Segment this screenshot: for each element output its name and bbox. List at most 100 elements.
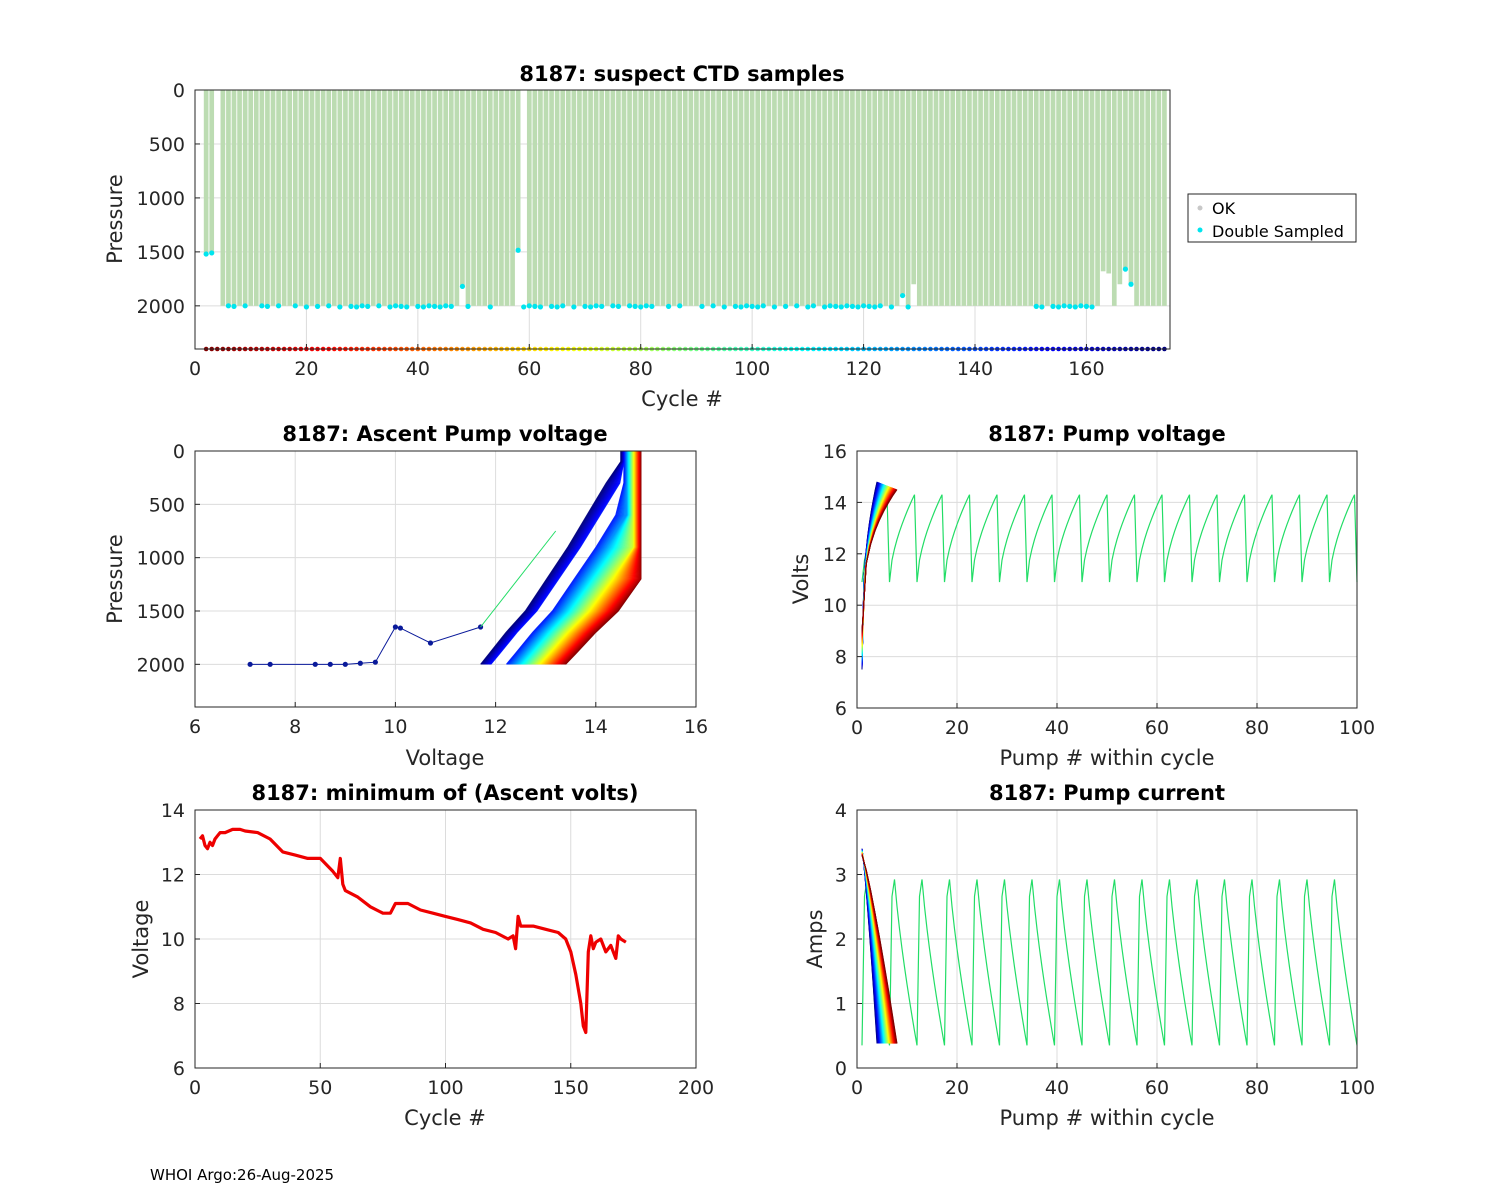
suspect-bar	[1006, 90, 1011, 306]
suspect-bar	[554, 90, 560, 306]
suspect-bar	[599, 90, 605, 306]
suspect-double-point	[326, 303, 332, 309]
suspect-bar	[939, 90, 944, 306]
suspect-bar	[1106, 90, 1112, 274]
pumpv-ytick-label: 16	[823, 441, 847, 463]
chart-ascent-pump-voltage: 6 8 10 12 14 16 0 500 1000 1500 2000 8187: Ascent …	[103, 422, 708, 770]
suspect-bar	[1022, 90, 1028, 306]
suspect-double-point	[437, 304, 443, 310]
suspect-double-point	[487, 304, 493, 310]
suspect-double-point	[571, 304, 577, 310]
suspect-bar	[911, 90, 917, 285]
suspect-bar	[276, 90, 281, 306]
suspect-bar	[1011, 90, 1017, 306]
suspect-xtick-label: 140	[957, 358, 993, 380]
ascent-axes-box	[194, 450, 697, 708]
suspect-bar	[1134, 90, 1139, 306]
suspect-double-point	[465, 303, 471, 309]
pumpv-ytick-label: 10	[823, 595, 847, 617]
suspect-double-point	[632, 303, 638, 309]
suspect-bar	[961, 90, 967, 306]
pumpv-xtick-label: 100	[1339, 717, 1375, 739]
suspect-bar	[471, 90, 476, 306]
pumpv-xtick-label: 40	[1045, 717, 1069, 739]
suspect-ytick-label: 1500	[137, 242, 185, 264]
suspect-double-point	[844, 303, 850, 309]
suspect-double-point	[537, 304, 544, 310]
suspect-bar	[421, 90, 426, 306]
suspect-double-point	[638, 304, 644, 310]
pumpv-xtick-label: 20	[945, 717, 969, 739]
ascent-traces	[247, 451, 642, 667]
suspect-double-point	[365, 303, 371, 309]
suspect-double-point	[225, 303, 232, 309]
suspect-bar	[309, 90, 315, 306]
pumpc-ylabel: Amps	[803, 909, 827, 968]
suspect-bar	[448, 90, 454, 306]
suspect-bar	[270, 90, 276, 306]
ascent-ytick-label: 500	[149, 494, 185, 516]
ascent-outlier-point	[372, 659, 378, 665]
suspect-double-point	[587, 304, 594, 310]
suspect-xtick-label: 20	[294, 358, 318, 380]
suspect-bar	[376, 90, 382, 306]
suspect-bar	[766, 90, 772, 306]
pumpc-xlabel: Pump # within cycle	[1000, 1106, 1215, 1130]
pumpv-xtick-label: 60	[1145, 717, 1169, 739]
suspect-double-point	[794, 303, 800, 309]
suspect-ytick-label: 2000	[137, 296, 185, 318]
pumpc-ticks: 0 20 40 60 80 100 0 1 2 3 4	[835, 800, 1375, 1099]
suspect-bar	[1028, 90, 1034, 306]
pumpv-ytick-label: 6	[835, 698, 847, 720]
suspect-bar	[833, 90, 839, 306]
pumpc-green-trace	[861, 879, 1358, 1046]
suspect-bar	[593, 90, 599, 306]
suspect-xlabel: Cycle #	[641, 387, 723, 411]
ascent-xtick-label: 12	[484, 716, 508, 738]
suspect-bar	[777, 90, 783, 306]
suspect-double-point	[420, 304, 427, 310]
pumpc-ytick-label: 0	[835, 1058, 847, 1080]
suspect-bar	[760, 90, 766, 306]
suspect-bar	[231, 90, 237, 306]
suspect-double-point	[1089, 304, 1095, 310]
suspect-double-point	[314, 303, 321, 309]
pumpc-ytick-label: 1	[835, 994, 847, 1016]
suspect-bar	[710, 90, 716, 306]
suspect-bar	[220, 90, 226, 306]
suspect-bar	[359, 90, 365, 306]
suspect-double-point	[827, 303, 833, 309]
suspect-bar	[393, 90, 398, 306]
suspect-bar	[733, 90, 738, 306]
suspect-bar	[811, 90, 816, 306]
suspect-double-point	[1061, 303, 1067, 309]
ascent-ytick-label: 0	[173, 441, 185, 463]
suspect-bar	[755, 90, 761, 306]
suspect-double-point	[348, 303, 354, 309]
legend-double-label: Double Sampled	[1212, 222, 1344, 241]
suspect-bar	[677, 90, 683, 306]
ascent-outlier-point	[327, 661, 333, 667]
suspect-double-point	[526, 303, 532, 309]
suspect-bar	[337, 90, 343, 306]
suspect-bar	[532, 90, 538, 306]
pumpv-axes-box	[856, 450, 1358, 709]
ascent-ticks: 6 8 10 12 14 16 0 500 1000 1500 2000	[137, 441, 708, 738]
suspect-bar	[649, 90, 655, 306]
suspect-double-point	[721, 304, 727, 310]
minv-ticks: 0 50 100 150 200 6 8 10 12 14	[161, 800, 714, 1099]
suspect-bar	[682, 90, 688, 306]
suspect-double-point	[203, 251, 209, 257]
minv-title: 8187: minimum of (Ascent volts)	[251, 781, 638, 805]
suspect-double-point	[593, 303, 599, 309]
suspect-bar	[694, 90, 699, 306]
minv-traces	[198, 827, 627, 1035]
suspect-bar	[1162, 90, 1167, 306]
suspect-bar	[404, 90, 410, 306]
suspect-double-point	[560, 303, 566, 309]
minv-ylabel: Voltage	[129, 900, 153, 979]
legend-double-marker	[1197, 227, 1203, 233]
suspect-double-point	[755, 304, 761, 310]
suspect-double-point	[599, 303, 605, 309]
suspect-xtick-label: 120	[845, 358, 881, 380]
